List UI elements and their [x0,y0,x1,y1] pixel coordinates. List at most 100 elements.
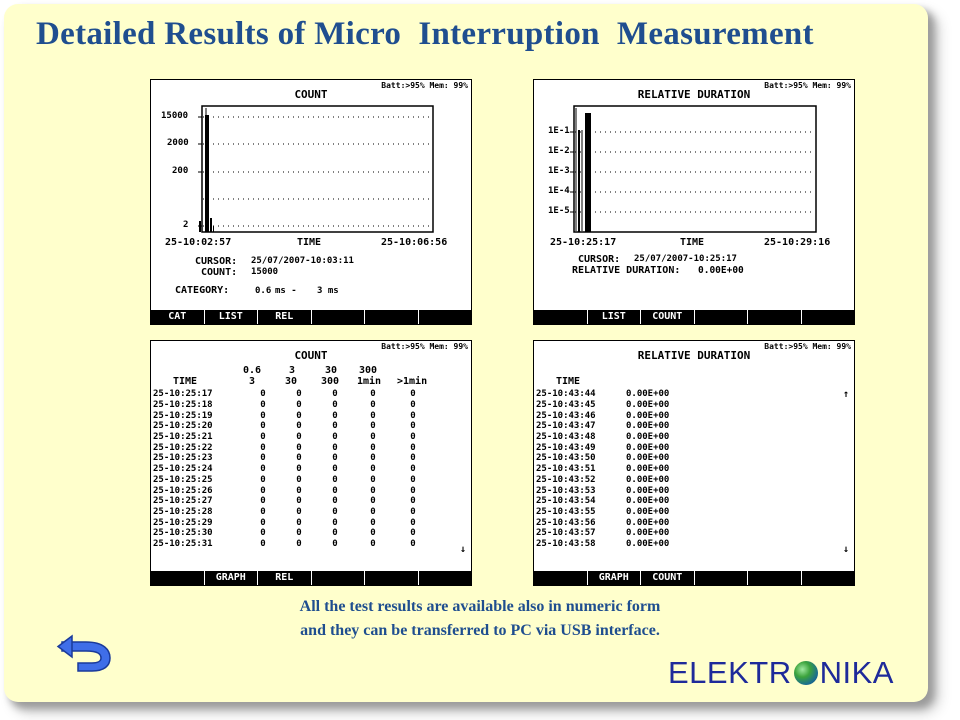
row-value: 0 [370,453,376,464]
row-value: 0 [410,496,416,507]
x-axis-label: TIME [297,237,322,248]
row-value: 0 [296,506,302,517]
row-value: 0 [260,400,266,411]
category-from: 0.6 [255,286,272,296]
row-time: 25-10:43:55 [536,506,596,517]
elektronika-logo: ELEKTR NIKA [668,655,894,691]
x-end-label: 25-10:29:16 [764,237,831,248]
table-row: 25-10:43:56 0.00E+00 [536,517,706,528]
fkey-6[interactable] [419,310,472,324]
reldur-plot [570,105,817,233]
status-header: Batt:>95% Mem: 99% [381,342,468,351]
fkey-6[interactable] [802,310,855,324]
row-time: 25-10:43:49 [536,442,596,453]
row-time: 25-10:25:23 [153,453,213,464]
column-header-bottom: 300 [321,376,340,387]
row-value: 0 [410,400,416,411]
row-time: 25-10:25:30 [153,528,213,539]
row-time: 25-10:25:22 [153,442,213,453]
row-value: 0 [296,400,302,411]
row-value: 0.00E+00 [626,400,670,411]
table-row: 25-10:43:46 0.00E+00 [536,410,706,421]
row-value: 0 [296,538,302,549]
table-row: 25-10:25:29 0 0 0 0 0 [153,517,433,528]
x-axis-label: TIME [680,237,705,248]
fkey-4[interactable] [695,310,748,324]
row-time: 25-10:43:47 [536,421,596,432]
cursor-label: CURSOR: [195,256,238,267]
row-time: 25-10:43:58 [536,538,596,549]
fkey-cat[interactable]: CAT [151,310,205,324]
row-value: 0 [370,442,376,453]
fkey-list[interactable]: LIST [205,310,258,324]
caption-line-2: and they can be transferred to PC via US… [300,622,660,639]
count-bar [199,221,201,232]
fkey-rel[interactable]: REL [258,571,312,585]
row-time: 25-10:43:44 [536,389,596,400]
row-time: 25-10:43:46 [536,410,596,421]
fkey-5[interactable] [365,310,419,324]
row-value: 0 [410,432,416,443]
fkey-4[interactable] [695,571,748,585]
screen-title: RELATIVE DURATION [637,349,751,362]
x-end-label: 25-10:06:56 [381,237,448,248]
row-value: 0 [332,517,338,528]
row-time: 25-10:43:45 [536,400,596,411]
fkey-graph[interactable]: GRAPH [588,571,641,585]
fkey-6[interactable] [419,571,472,585]
y-tick-label: 1E-2 [548,146,570,156]
row-time: 25-10:43:53 [536,485,596,496]
reldur-bar [578,130,580,232]
row-value: 0.00E+00 [626,453,670,464]
fkey-list[interactable]: LIST [588,310,641,324]
row-value: 0 [370,485,376,496]
count-graph-screen: Batt:>95% Mem: 99% COUNT 15000 2000 200 … [150,79,472,325]
row-value: 0 [296,410,302,421]
table-row: 25-10:43:50 0.00E+00 [536,453,706,464]
table-row: 25-10:25:31 0 0 0 0 0 [153,539,433,550]
cursor-value: 25/07/2007-10:25:17 [634,254,737,264]
row-value: 0 [410,517,416,528]
scroll-up-icon[interactable]: ↑ [843,389,850,400]
row-value: 0 [296,485,302,496]
fkey-count[interactable]: COUNT [641,571,695,585]
scroll-down-icon[interactable]: ↓ [460,544,467,555]
row-value: 0 [332,464,338,475]
fkey-4[interactable] [312,571,365,585]
scroll-down-icon[interactable]: ↓ [843,544,850,555]
fkey-5[interactable] [748,310,802,324]
fkey-count[interactable]: COUNT [641,310,695,324]
status-header: Batt:>95% Mem: 99% [764,342,851,351]
row-time: 25-10:43:48 [536,432,596,443]
row-value: 0 [410,528,416,539]
fkey-1[interactable] [534,310,588,324]
count-bar [205,115,209,232]
table-row: 25-10:43:54 0.00E+00 [536,496,706,507]
row-value: 0 [332,400,338,411]
cursor-value: 25/07/2007-10:03:11 [251,256,354,266]
row-value: 0 [260,464,266,475]
row-value: 0 [296,421,302,432]
fkey-1[interactable] [151,571,205,585]
row-value: 0 [296,442,302,453]
fkey-6[interactable] [802,571,855,585]
fkey-4[interactable] [312,310,365,324]
row-value: 0 [370,421,376,432]
back-arrow-icon[interactable] [56,634,118,676]
row-value: 0.00E+00 [626,496,670,507]
y-tick-label: 200 [172,166,189,176]
row-value: 0 [260,474,266,485]
table-row: 25-10:43:48 0.00E+00 [536,432,706,443]
row-value: 0 [410,410,416,421]
row-value: 0 [370,474,376,485]
fkey-rel[interactable]: REL [258,310,312,324]
row-value: 0 [296,453,302,464]
fkey-1[interactable] [534,571,588,585]
time-column-header: TIME [556,376,581,387]
row-value: 0 [260,432,266,443]
fkey-graph[interactable]: GRAPH [205,571,258,585]
y-tick-label: 1E-4 [548,186,570,196]
fkey-5[interactable] [365,571,419,585]
table-row: 25-10:25:27 0 0 0 0 0 [153,496,433,507]
fkey-5[interactable] [748,571,802,585]
